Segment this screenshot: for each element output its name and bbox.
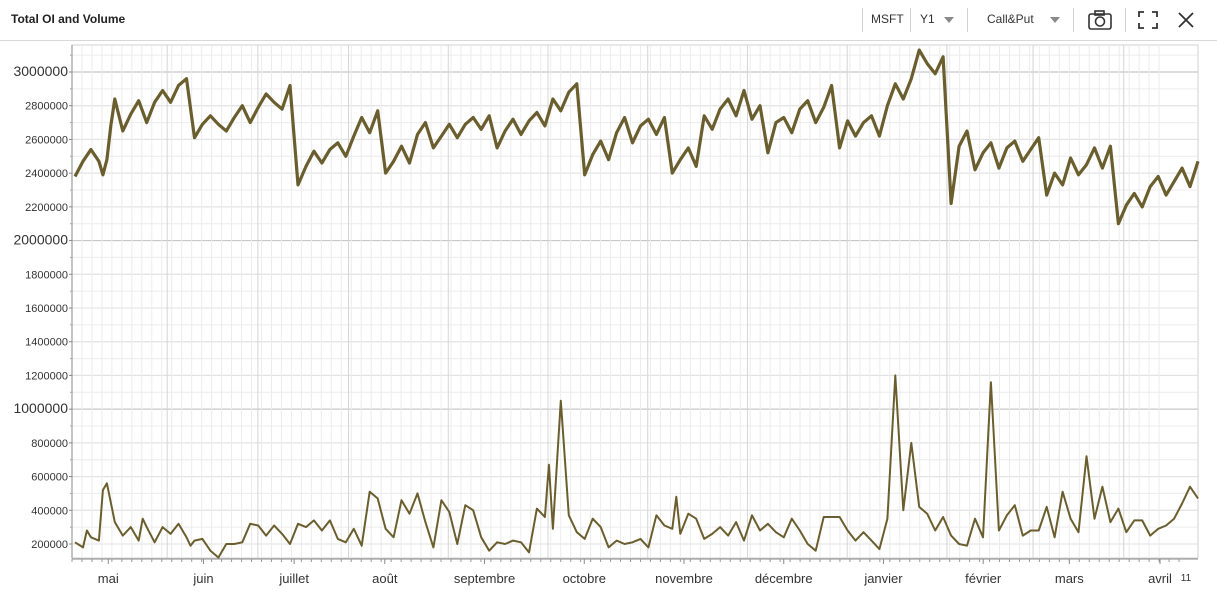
y-tick-label: 2200000 [25, 202, 68, 214]
x-tick-label: août [372, 571, 398, 586]
x-tick-label: janvier [863, 571, 903, 586]
grid [71, 44, 1199, 559]
x-tick-label: mars [1055, 571, 1084, 586]
y-tick-label: 1600000 [25, 303, 68, 315]
chart-toolbar: Total OI and Volume MSFT Y1 Call&Put [0, 0, 1217, 41]
x-tick-label: novembre [655, 571, 713, 586]
x-tick-label: décembre [755, 571, 813, 586]
toolbar-separator [1125, 8, 1126, 32]
y-tick-label: 600000 [31, 472, 68, 484]
series-line-oi [73, 48, 1200, 226]
chevron-down-icon[interactable] [1050, 17, 1060, 23]
axis-labels: 200000 400000 600000 800000 1000000 1200000 14… [13, 63, 1191, 586]
series-line-volume [74, 374, 1199, 559]
x-tick-label: juillet [278, 571, 309, 586]
axes [69, 45, 1198, 564]
x-tick-label: mai [98, 571, 119, 586]
x-tick-label: octobre [563, 571, 606, 586]
toolbar-separator [1073, 8, 1074, 32]
chart-title: Total OI and Volume [11, 12, 126, 26]
y-tick-label: 1000000 [13, 400, 68, 416]
y-tick-label: 1400000 [25, 337, 68, 349]
toolbar-separator [862, 8, 863, 32]
y-tick-label: 400000 [31, 505, 68, 517]
line-chart: 200000 400000 600000 800000 1000000 1200000 14… [13, 44, 1200, 586]
y-tick-label: 3000000 [13, 63, 68, 79]
y-tick-label: 800000 [31, 438, 68, 450]
x-tick-label: septembre [454, 571, 515, 586]
ticker-selector[interactable]: MSFT [871, 12, 904, 26]
type-selector[interactable]: Call&Put [987, 12, 1034, 26]
plot-background [71, 44, 1199, 559]
y-tick-label: 2800000 [25, 101, 68, 113]
chevron-down-icon[interactable] [944, 17, 954, 23]
camera-icon[interactable] [1087, 8, 1113, 32]
toolbar-separator [910, 8, 911, 32]
period-selector[interactable]: Y1 [920, 12, 935, 26]
chart-area: 200000 400000 600000 800000 1000000 1200000 14… [0, 41, 1217, 599]
x-tick-label: avril [1148, 571, 1172, 586]
close-icon[interactable] [1173, 8, 1199, 32]
y-tick-label: 1200000 [25, 370, 68, 382]
fullscreen-icon[interactable] [1135, 8, 1161, 32]
y-tick-label: 2600000 [25, 134, 68, 146]
x-tick-label: février [965, 571, 1002, 586]
y-tick-label: 2400000 [25, 168, 68, 180]
x-tick-label: juin [192, 571, 213, 586]
y-tick-label: 200000 [31, 539, 68, 551]
series-group [73, 48, 1200, 559]
y-tick-label: 2000000 [13, 232, 68, 248]
y-tick-label: 1800000 [25, 269, 68, 281]
x-end-label: 11 [1181, 573, 1192, 584]
toolbar-separator [967, 8, 968, 32]
